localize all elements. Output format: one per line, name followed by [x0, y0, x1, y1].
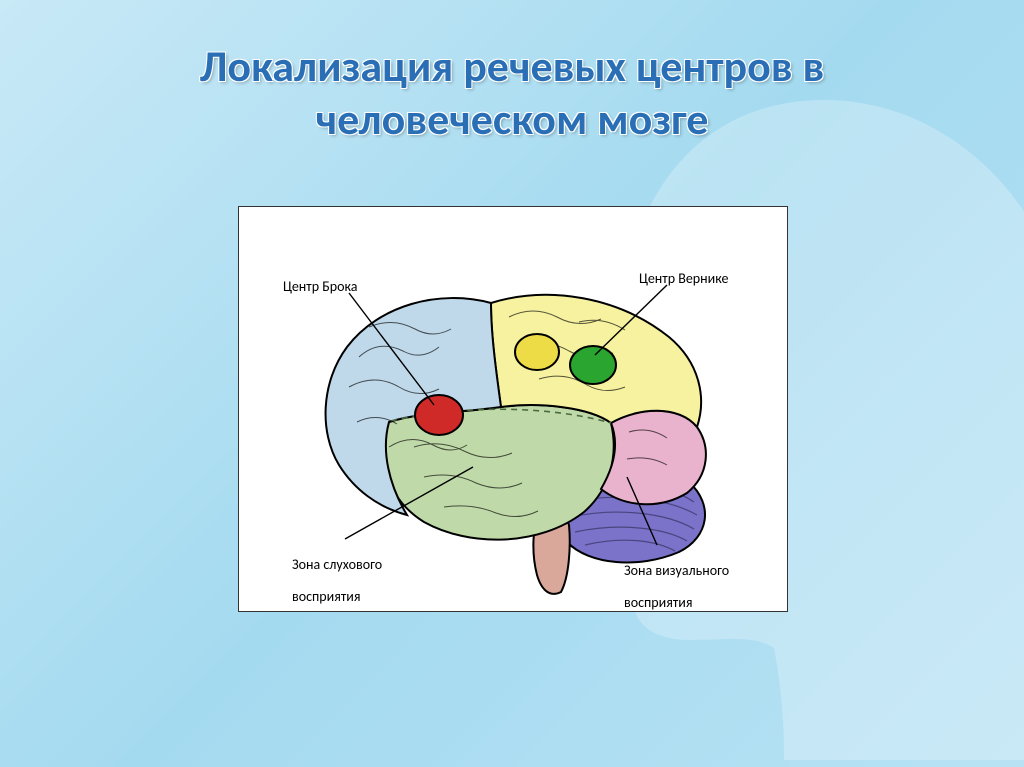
label-auditory-l1: Зона слухового: [292, 556, 382, 573]
wernicke-spot: [570, 346, 616, 384]
label-auditory: Зона слухового восприятия: [273, 541, 382, 621]
label-broca: Центр Брока: [283, 279, 357, 295]
slide-title: Локализация речевых центров в человеческ…: [0, 40, 1024, 146]
title-line-1: Локализация речевых центров в: [200, 39, 825, 93]
label-wernicke: Центр Вернике: [639, 271, 729, 287]
title-line-2: человеческом мозге: [316, 92, 709, 146]
brain-figure: Центр Брока Центр Вернике Зона слухового…: [238, 206, 788, 612]
label-auditory-l2: восприятия: [292, 588, 360, 605]
slide: Локализация речевых центров в человеческ…: [0, 0, 1024, 767]
label-visual-l1: Зона визуального: [624, 562, 729, 579]
broca-spot: [415, 395, 463, 435]
angular-spot: [515, 334, 559, 370]
label-visual-l2: восприятия: [624, 594, 692, 611]
occipital-lobe: [601, 411, 706, 505]
label-visual: Зона визуального восприятия: [605, 547, 729, 627]
